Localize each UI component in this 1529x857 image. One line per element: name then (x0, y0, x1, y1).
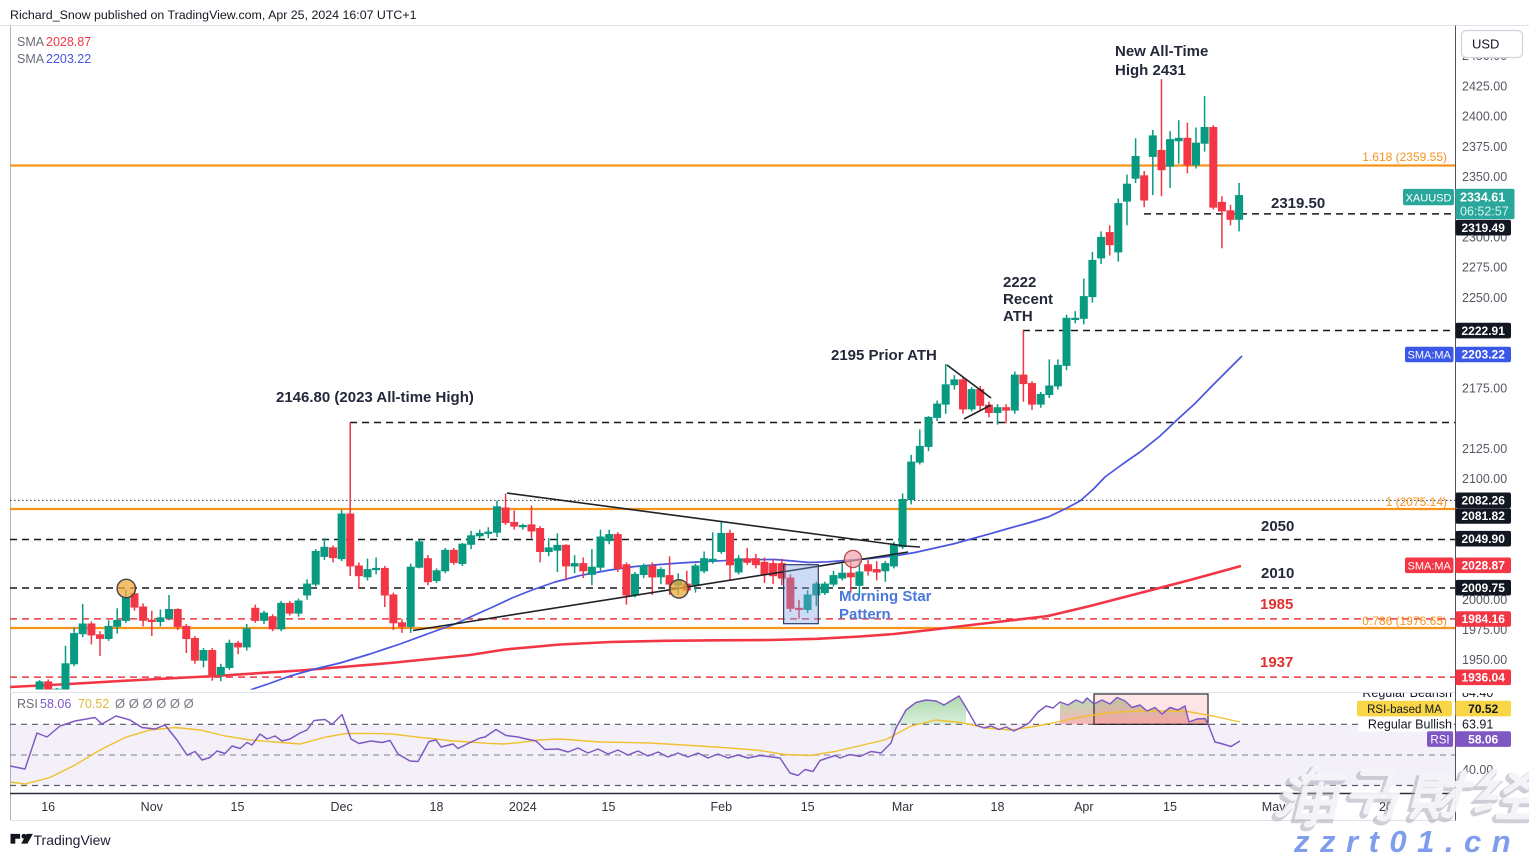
svg-text:06:52:57: 06:52:57 (1460, 205, 1509, 219)
svg-text:Recent: Recent (1003, 291, 1053, 308)
svg-text:2049.90: 2049.90 (1462, 532, 1506, 546)
svg-text:2082.26: 2082.26 (1462, 494, 1506, 508)
svg-text:2195 Prior ATH: 2195 Prior ATH (831, 347, 937, 364)
svg-text:2400.00: 2400.00 (1462, 110, 1507, 124)
svg-text:2319.49: 2319.49 (1462, 221, 1506, 235)
svg-text:58.06: 58.06 (40, 697, 71, 711)
svg-text:2009.75: 2009.75 (1462, 581, 1506, 595)
svg-text:ATH: ATH (1003, 308, 1033, 325)
svg-text:Nov: Nov (141, 800, 164, 814)
svg-text:15: 15 (1163, 800, 1177, 814)
svg-text:1936.04: 1936.04 (1462, 671, 1506, 685)
svg-text:18: 18 (430, 800, 444, 814)
svg-text:1984.16: 1984.16 (1462, 612, 1506, 626)
svg-text:1 (2075.14): 1 (2075.14) (1386, 495, 1447, 509)
svg-text:1950.00: 1950.00 (1462, 653, 1507, 667)
svg-text:2375.00: 2375.00 (1462, 140, 1507, 154)
svg-text:Regular Bullish: Regular Bullish (1368, 718, 1452, 732)
svg-text:15: 15 (231, 800, 245, 814)
svg-text:Morning Star: Morning Star (839, 588, 932, 605)
svg-text:2350.00: 2350.00 (1462, 170, 1507, 184)
svg-text:63.91: 63.91 (1462, 718, 1493, 732)
svg-text:16: 16 (41, 800, 55, 814)
svg-text:2319.50: 2319.50 (1271, 195, 1325, 212)
svg-text:RSI-based MA: RSI-based MA (1367, 704, 1442, 716)
svg-text:SMA: SMA (17, 52, 45, 66)
svg-text:2010: 2010 (1261, 565, 1294, 582)
svg-text:USD: USD (1472, 37, 1499, 52)
svg-text:2275.00: 2275.00 (1462, 261, 1507, 275)
svg-text:40.00: 40.00 (1462, 763, 1493, 777)
svg-text:SMA: SMA (17, 35, 45, 49)
svg-text:Apr: Apr (1074, 800, 1093, 814)
svg-text:15: 15 (801, 800, 815, 814)
svg-text:2334.61: 2334.61 (1460, 191, 1505, 205)
svg-text:TradingView: TradingView (34, 832, 112, 848)
svg-text:New All-Time: New All-Time (1115, 43, 1208, 60)
svg-text:2203.22: 2203.22 (46, 52, 91, 66)
svg-text:15: 15 (602, 800, 616, 814)
svg-text:High 2431: High 2431 (1115, 62, 1186, 79)
svg-text:2125.00: 2125.00 (1462, 442, 1507, 456)
svg-text:84.40: 84.40 (1462, 686, 1493, 700)
svg-text:0.786 (1976.65): 0.786 (1976.65) (1362, 614, 1447, 628)
svg-text:SMA:MA: SMA:MA (1407, 350, 1451, 362)
svg-text:Feb: Feb (711, 800, 733, 814)
svg-text:2222: 2222 (1003, 274, 1036, 291)
svg-text:70.52: 70.52 (1468, 702, 1498, 716)
svg-text:SMA:MA: SMA:MA (1407, 561, 1451, 573)
svg-text:2000.00: 2000.00 (1462, 593, 1507, 607)
svg-text:18: 18 (991, 800, 1005, 814)
svg-text:2146.80 (2023 All-time High): 2146.80 (2023 All-time High) (276, 389, 474, 406)
svg-text:2024: 2024 (509, 800, 537, 814)
svg-text:2203.22: 2203.22 (1462, 348, 1506, 362)
svg-text:May: May (1262, 800, 1286, 814)
svg-text:2425.00: 2425.00 (1462, 79, 1507, 93)
svg-text:1985: 1985 (1260, 596, 1293, 613)
svg-text:58.06: 58.06 (1468, 732, 1498, 746)
svg-text:2100.00: 2100.00 (1462, 472, 1507, 486)
svg-text:2081.82: 2081.82 (1462, 509, 1506, 523)
svg-text:70.52: 70.52 (78, 697, 109, 711)
svg-text:1.618 (2359.55): 1.618 (2359.55) (1362, 150, 1447, 164)
svg-text:RSI: RSI (17, 697, 38, 711)
svg-text:Dec: Dec (330, 800, 352, 814)
svg-text:Richard_Snow published on Trad: Richard_Snow published on TradingView.co… (10, 8, 417, 22)
svg-text:2028.87: 2028.87 (46, 35, 91, 49)
svg-text:Pattern: Pattern (839, 606, 891, 623)
svg-text:RSI: RSI (1430, 734, 1449, 746)
svg-text:Ø Ø Ø Ø Ø Ø: Ø Ø Ø Ø Ø Ø (115, 696, 194, 711)
svg-text:2250.00: 2250.00 (1462, 291, 1507, 305)
svg-text:1937: 1937 (1260, 654, 1293, 671)
svg-text:2222.91: 2222.91 (1462, 324, 1506, 338)
svg-text:Mar: Mar (892, 800, 914, 814)
svg-text:2050: 2050 (1261, 518, 1294, 535)
svg-text:2028.87: 2028.87 (1462, 559, 1506, 573)
svg-text:2175.00: 2175.00 (1462, 381, 1507, 395)
svg-text:XAUUSD: XAUUSD (1406, 192, 1452, 204)
svg-text:Regular Bearish: Regular Bearish (1362, 686, 1452, 700)
svg-text:zzrt01.cn: zzrt01.cn (1293, 824, 1521, 857)
